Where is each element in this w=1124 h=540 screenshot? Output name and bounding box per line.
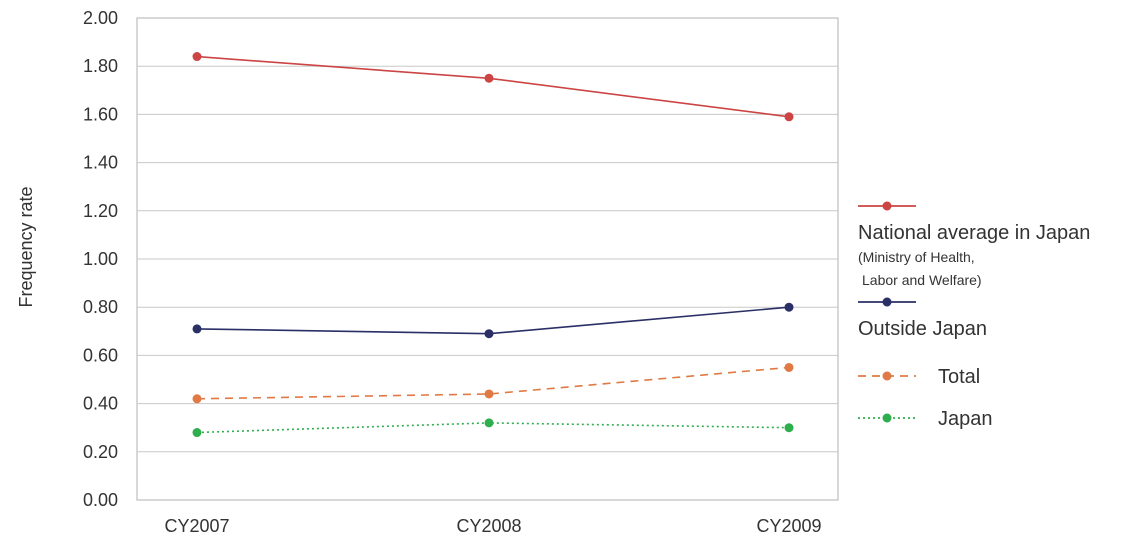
x-axis-ticks: CY2007 CY2008 CY2009: [164, 516, 821, 536]
legend-item: Japan: [858, 408, 993, 430]
legend-marker: [882, 413, 892, 423]
y-axis-title: Frequency rate: [16, 186, 36, 307]
legend-note: (Ministry of Health,: [858, 249, 975, 265]
legend-marker: [882, 371, 892, 381]
grid-lines: [136, 17, 839, 501]
data-point: [192, 52, 202, 62]
data-point: [784, 423, 794, 433]
y-tick-label: 1.40: [83, 153, 118, 173]
data-point: [192, 394, 202, 404]
y-tick-label: 1.80: [83, 56, 118, 76]
y-tick-label: 0.40: [83, 394, 118, 414]
legend-marker: [882, 297, 892, 307]
legend-note: Labor and Welfare): [862, 272, 982, 288]
legend-label: Japan: [938, 408, 993, 430]
series-line: [196, 366, 790, 400]
data-point: [484, 329, 494, 339]
legend-label: Outside Japan: [858, 318, 987, 340]
legend-label: Total: [938, 366, 980, 388]
series-japan: [192, 418, 794, 438]
y-tick-label: 2.00: [83, 8, 118, 28]
series-line: [196, 55, 790, 118]
x-tick-label: CY2007: [164, 516, 229, 536]
data-point: [784, 112, 794, 122]
y-tick-label: 1.60: [83, 104, 118, 124]
y-tick-label: 0.20: [83, 442, 118, 462]
legend-label: National average in Japan: [858, 222, 1090, 244]
series-outside-japan: [192, 302, 794, 339]
data-point: [192, 428, 202, 438]
y-tick-label: 0.80: [83, 297, 118, 317]
series-line: [196, 306, 790, 335]
data-point: [784, 302, 794, 312]
y-tick-label: 0.00: [83, 490, 118, 510]
y-tick-label: 1.00: [83, 249, 118, 269]
legend-item: Outside Japan: [858, 297, 987, 340]
legend: National average in Japan (Ministry of He…: [858, 201, 1090, 430]
y-tick-label: 1.20: [83, 201, 118, 221]
y-axis-ticks: 0.00 0.20 0.40 0.60 0.80 1.00 1.20 1.40 1.60 1.80…: [83, 8, 118, 510]
data-point: [192, 324, 202, 334]
y-tick-label: 0.60: [83, 345, 118, 365]
x-tick-label: CY2008: [456, 516, 521, 536]
legend-item: Total: [858, 366, 980, 388]
data-point: [784, 362, 794, 372]
x-tick-label: CY2009: [756, 516, 821, 536]
series-national-average-in-japan: [192, 52, 794, 122]
legend-marker: [882, 201, 892, 211]
data-point: [484, 73, 494, 83]
data-point: [484, 418, 494, 428]
series-total: [192, 362, 794, 404]
data-point: [484, 389, 494, 399]
legend-item: National average in Japan (Ministry of He…: [858, 201, 1090, 288]
series-lines: [192, 52, 794, 438]
